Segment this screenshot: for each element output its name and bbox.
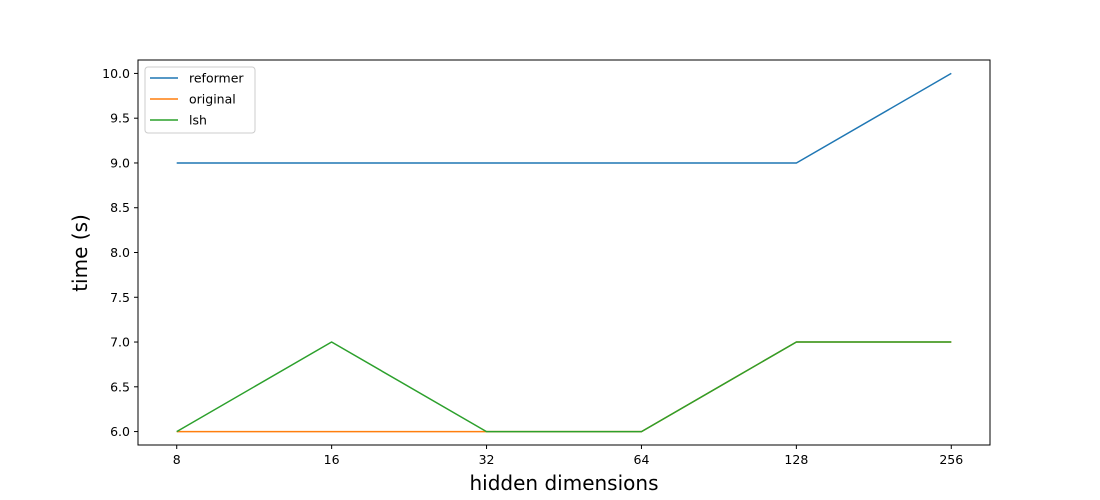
x-tick-label: 32 (479, 452, 495, 467)
series-layer (176, 72, 952, 433)
y-tick-label: 6.0 (110, 424, 130, 439)
y-tick-label: 7.0 (110, 335, 130, 350)
legend-label-original: original (189, 92, 236, 107)
x-tick-label: 16 (324, 452, 340, 467)
series-line-reformer (176, 72, 952, 164)
plot-frame (137, 59, 991, 446)
x-tick-label: 64 (634, 452, 650, 467)
x-axis-label: hidden dimensions (470, 471, 659, 495)
legend-label-reformer: reformer (189, 71, 244, 86)
y-tick-label: 10.0 (102, 66, 130, 81)
x-tick-label: 256 (939, 452, 963, 467)
y-tick-label: 8.0 (110, 245, 130, 260)
legend-box (144, 66, 256, 134)
x-axis-ticks: 8 16 32 64 128 256 (173, 445, 963, 467)
legend: reformer original lsh (144, 66, 256, 134)
legend-label-lsh: lsh (189, 113, 207, 128)
series-line-original (176, 341, 952, 433)
y-tick-label: 9.5 (110, 111, 130, 126)
series-line-lsh (176, 341, 952, 433)
y-tick-label: 7.5 (110, 290, 130, 305)
y-axis-label: time (s) (68, 214, 92, 292)
y-tick-label: 9.0 (110, 155, 130, 170)
y-tick-label: 6.5 (110, 379, 130, 394)
x-tick-label: 8 (173, 452, 181, 467)
y-axis-ticks: 6.0 6.5 7.0 7.5 8.0 8.5 9.0 9.5 10.0 (102, 66, 138, 439)
x-tick-label: 128 (784, 452, 808, 467)
y-tick-label: 8.5 (110, 200, 130, 215)
